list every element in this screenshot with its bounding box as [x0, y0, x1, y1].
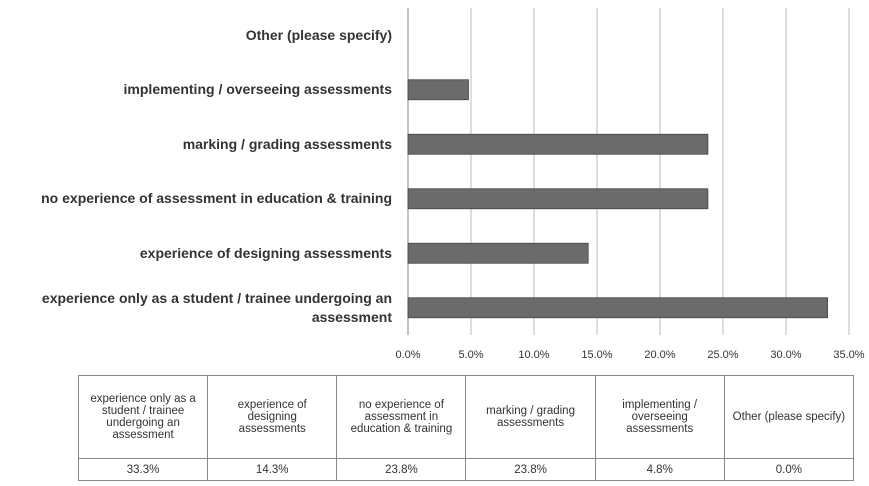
table-value-cell: 0.0% — [723, 458, 855, 481]
table-value-cell: 33.3% — [77, 458, 209, 481]
table-value-cell: 4.8% — [594, 458, 725, 481]
x-tick-label: 25.0% — [707, 349, 738, 361]
category-label: no experience of assessment in education… — [41, 190, 392, 207]
category-label: experience of designing assessments — [139, 244, 392, 261]
chart: 0.0% 5.0% 10.0% 15.0% 20.0% 25.0% 30.0% 35.0% — [395, 8, 865, 361]
bar — [407, 242, 589, 264]
bar — [407, 297, 828, 319]
category-label: marking / grading assessments — [182, 135, 392, 152]
table-header-cell: implementing / overseeing assessments — [594, 375, 725, 459]
x-tick-label: 35.0% — [833, 349, 864, 361]
x-tick-label: 20.0% — [644, 349, 675, 361]
category-label: Other (please specify) — [245, 26, 392, 43]
bar — [407, 133, 709, 155]
x-tick-label: 30.0% — [770, 349, 801, 361]
table-header-cell: no experience of assessment in education… — [336, 375, 467, 459]
category-label: experience only as a student / trainee u… — [41, 289, 392, 325]
table-header-cell: marking / grading assessments — [465, 375, 596, 459]
data-table: experience only as a student / trainee u… — [77, 375, 855, 481]
table-value-row: 33.3% 14.3% 23.8% 23.8% 4.8% 0.0% — [77, 458, 855, 481]
table-value-cell: 23.8% — [465, 458, 596, 481]
category-label: implementing / overseeing assessments — [123, 81, 392, 98]
bar — [407, 79, 469, 101]
table-header-cell: experience only as a student / trainee u… — [77, 375, 209, 459]
bar — [407, 188, 709, 210]
table-header-cell: Other (please specify) — [723, 375, 855, 459]
table-header-cell: experience of designing assessments — [207, 375, 338, 459]
x-tick-label: 5.0% — [458, 349, 483, 361]
table-value-cell: 14.3% — [207, 458, 338, 481]
x-tick-label: 10.0% — [518, 349, 549, 361]
x-tick-label: 0.0% — [395, 349, 420, 361]
table-header-row: experience only as a student / trainee u… — [77, 375, 855, 459]
x-tick-label: 15.0% — [581, 349, 612, 361]
table-value-cell: 23.8% — [336, 458, 467, 481]
